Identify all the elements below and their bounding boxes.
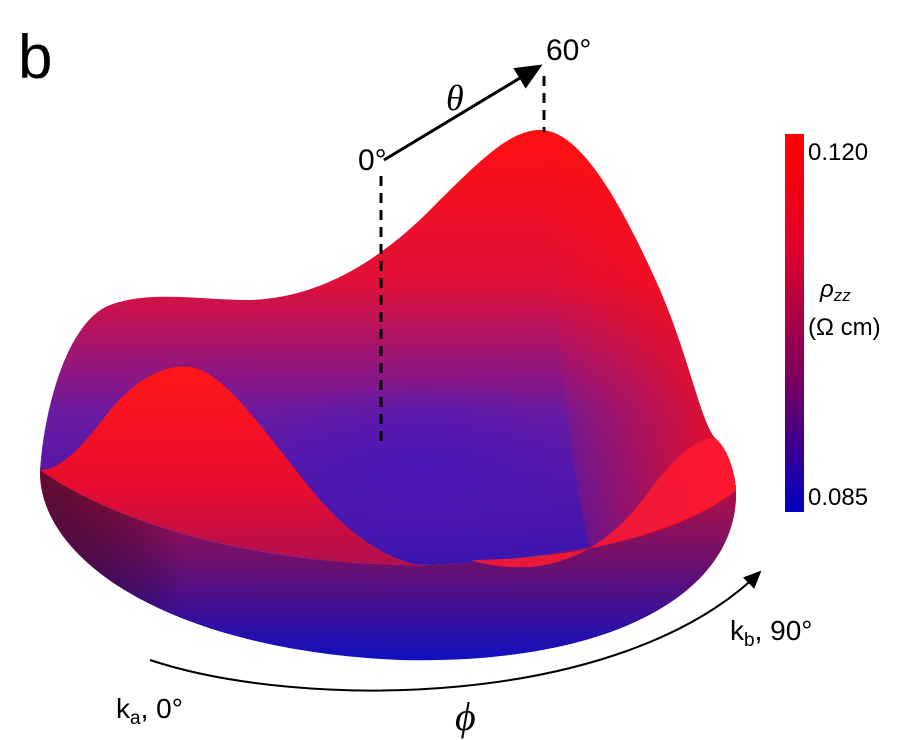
colorbar-gradient	[785, 134, 804, 512]
surface-right-flank	[540, 130, 736, 548]
surface-side-shade	[39, 470, 400, 660]
surface-front-left-peak	[40, 366, 430, 566]
theta-start-label: 0°	[358, 144, 387, 177]
colorbar-quantity-label: ρzz	[819, 276, 851, 305]
theta-annotation: θ 0° 60°	[358, 34, 591, 442]
colorbar-min-label: 0.085	[808, 484, 868, 511]
theta-arrow	[383, 64, 543, 162]
phi-start-label: ka, 0°	[116, 693, 183, 729]
phi-end-label: kb, 90°	[730, 615, 812, 651]
resistivity-surface	[39, 130, 736, 661]
phi-annotation: ka, 0° ϕ kb, 90°	[116, 570, 812, 739]
colorbar: 0.120 0.085 ρzz (Ω cm)	[785, 134, 881, 512]
colorbar-max-label: 0.120	[808, 139, 868, 166]
surface-front-right-ridge	[470, 438, 736, 568]
theta-end-label: 60°	[546, 34, 591, 67]
phi-symbol: ϕ	[455, 694, 476, 739]
phi-arc-arrow	[149, 570, 762, 692]
colorbar-unit-label: (Ω cm)	[808, 314, 881, 341]
panel-label: b	[18, 23, 52, 92]
theta-symbol: θ	[446, 78, 464, 118]
